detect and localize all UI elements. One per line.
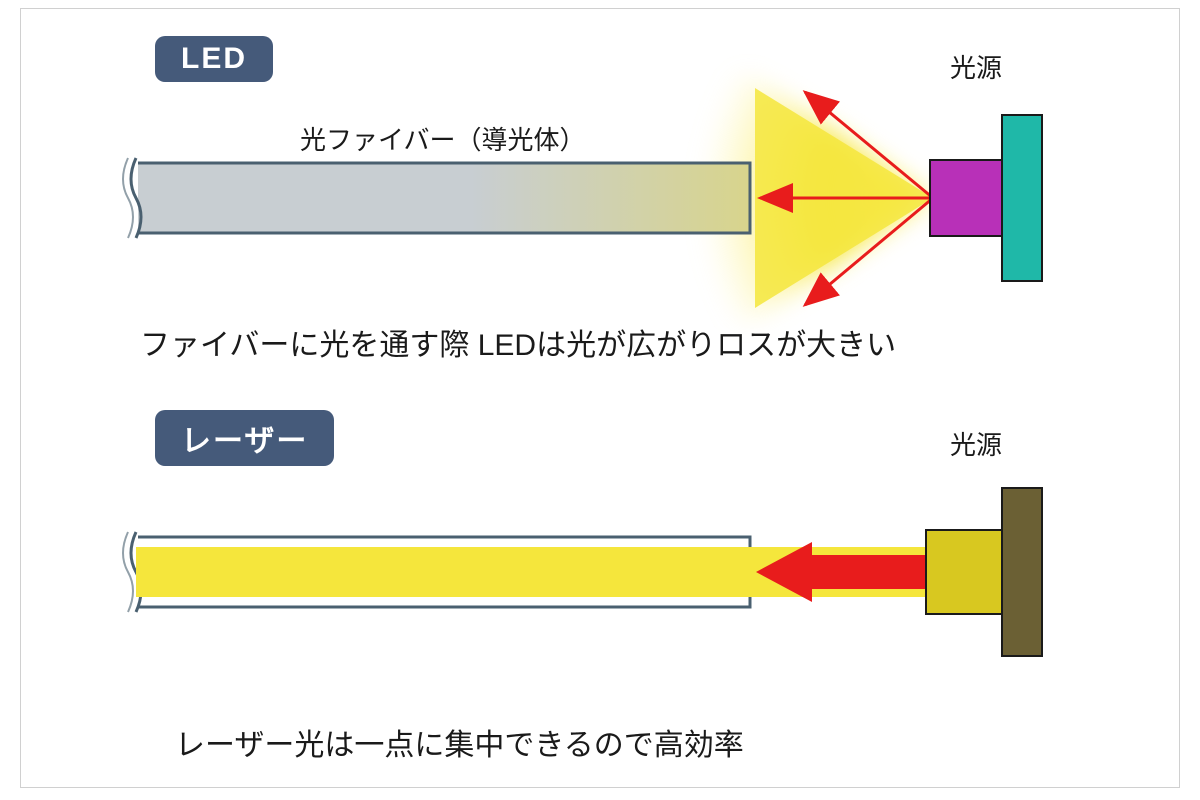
laser-badge: レーザー: [155, 410, 334, 466]
led-badge: LED: [155, 36, 273, 82]
led-fiber: [123, 158, 750, 238]
led-caption: ファイバーに光を通す際 LEDは光が広がりロスが大きい: [140, 320, 896, 364]
led-diagram: [123, 75, 1042, 322]
fiber-label: 光ファイバー（導光体）: [300, 120, 585, 157]
light-source-label-bottom: 光源: [950, 425, 1002, 462]
led-chip: [930, 160, 1002, 236]
diagram-svg: [0, 0, 1200, 800]
laser-caption: レーザー光は一点に集中できるので高効率: [175, 720, 744, 764]
laser-base: [1002, 488, 1042, 656]
laser-chip: [926, 530, 1002, 614]
light-source-label-top: 光源: [950, 48, 1002, 85]
laser-diagram: [123, 488, 1042, 656]
led-base: [1002, 115, 1042, 281]
